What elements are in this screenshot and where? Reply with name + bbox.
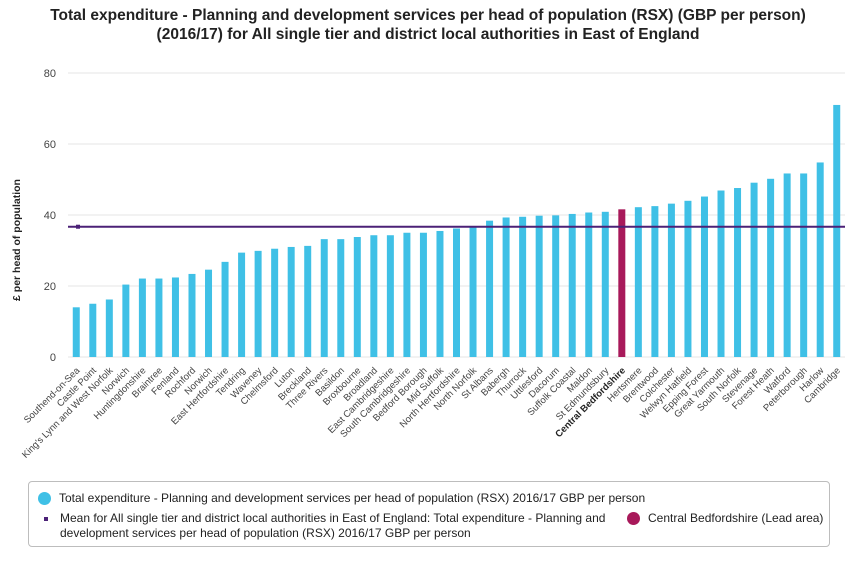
legend-item-mean[interactable]: Mean for All single tier and district lo… [40, 511, 620, 541]
bar[interactable] [436, 230, 444, 357]
bar[interactable] [89, 303, 97, 357]
legend-mean-label-line-1: Mean for All single tier and district lo… [60, 511, 606, 525]
chart-title-line-1: Total expenditure - Planning and develop… [50, 7, 806, 24]
y-axis-title: £ per head of population [11, 179, 23, 301]
bar[interactable] [72, 307, 80, 357]
y-tick-label: 60 [44, 139, 56, 151]
bar[interactable] [205, 269, 213, 357]
bar[interactable] [684, 200, 692, 357]
bar[interactable] [585, 212, 593, 357]
bar[interactable] [767, 178, 775, 357]
legend-mean-icon [44, 517, 48, 521]
bar[interactable] [783, 173, 791, 357]
bar[interactable] [138, 278, 146, 357]
bar[interactable] [453, 228, 460, 357]
mean-marker [76, 224, 80, 229]
bar[interactable] [651, 206, 659, 357]
bar[interactable] [155, 278, 163, 357]
bar[interactable] [221, 261, 229, 357]
legend-item-highlight[interactable]: Central Bedfordshire (Lead area) [627, 511, 823, 526]
bar[interactable] [370, 235, 378, 357]
bar[interactable] [304, 245, 312, 357]
bar[interactable] [105, 299, 113, 357]
bar[interactable] [469, 226, 477, 357]
bar[interactable] [386, 235, 394, 357]
bar[interactable] [601, 211, 609, 357]
bar[interactable] [800, 173, 808, 357]
bar[interactable] [287, 246, 295, 357]
bar[interactable] [403, 232, 411, 357]
legend-highlight-label: Central Bedfordshire (Lead area) [648, 511, 824, 525]
y-tick-label: 20 [44, 281, 56, 293]
bar[interactable] [188, 273, 196, 357]
y-axis-ticks: 0 20 40 60 80 [44, 68, 56, 364]
bar[interactable] [320, 239, 328, 357]
bar-highlight[interactable] [618, 209, 626, 357]
bar[interactable] [502, 217, 510, 357]
legend-series-label: Total expenditure - Planning and develop… [59, 491, 646, 505]
y-tick-label: 40 [44, 210, 56, 222]
y-tick-label: 0 [50, 352, 56, 364]
bar[interactable] [734, 188, 742, 357]
legend-highlight-icon [627, 512, 640, 525]
bars [72, 104, 841, 357]
bar[interactable] [271, 248, 279, 357]
bar[interactable] [238, 252, 246, 357]
chart-title-line-2: (2016/17) for All single tier and distri… [156, 26, 700, 43]
bar[interactable] [535, 215, 543, 357]
bar[interactable] [122, 284, 130, 357]
legend-mean-label-line-2: development services per head of populat… [60, 526, 471, 540]
chart-title: Total expenditure - Planning and develop… [0, 6, 856, 44]
bar[interactable] [552, 215, 560, 357]
legend-item-series[interactable]: Total expenditure - Planning and develop… [38, 491, 645, 506]
bar[interactable] [700, 196, 708, 357]
legend-mean-label: Mean for All single tier and district lo… [60, 511, 605, 541]
bar[interactable] [568, 213, 576, 357]
bar[interactable] [353, 237, 361, 357]
bar[interactable] [254, 250, 262, 357]
bar[interactable] [717, 190, 725, 357]
bar[interactable] [750, 182, 758, 357]
legend: Total expenditure - Planning and develop… [28, 481, 830, 547]
bar[interactable] [171, 277, 179, 357]
bar[interactable] [486, 220, 494, 357]
bar[interactable] [634, 207, 642, 357]
bar[interactable] [337, 239, 345, 357]
bar[interactable] [816, 162, 824, 357]
bar[interactable] [519, 216, 527, 357]
y-tick-label: 80 [44, 68, 56, 80]
bar[interactable] [419, 232, 427, 357]
legend-series-icon [38, 492, 51, 505]
bar[interactable] [667, 203, 675, 357]
bar[interactable] [833, 104, 841, 357]
